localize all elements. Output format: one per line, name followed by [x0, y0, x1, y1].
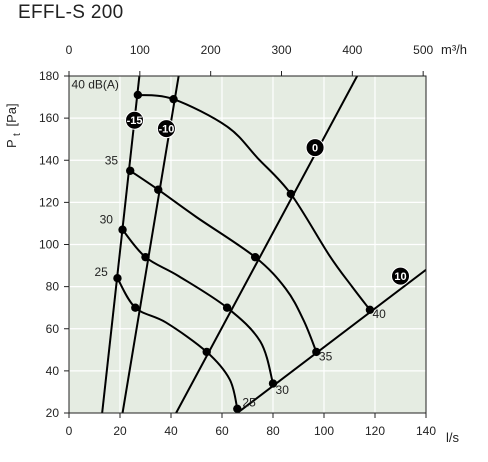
y-tick-label: 20 — [46, 406, 60, 420]
operating-point — [268, 379, 278, 388]
x2-tick-label: 300 — [271, 43, 291, 57]
x-tick-label: 0 — [66, 424, 73, 438]
curve-label: 35 — [105, 153, 119, 167]
y-tick-label: 140 — [39, 153, 59, 167]
y-tick-label: 80 — [46, 280, 60, 294]
x-tick-label: 20 — [113, 424, 127, 438]
system-marker-label: -10 — [158, 124, 174, 136]
operating-point — [202, 347, 211, 357]
y-tick-label: 120 — [39, 195, 59, 209]
curve-label: 40 — [372, 307, 386, 321]
operating-point — [131, 303, 140, 312]
x2-tick-label: 200 — [201, 43, 221, 57]
y-tick-label: 100 — [39, 238, 59, 252]
system-marker-label: 10 — [394, 271, 406, 283]
system-marker — [305, 138, 325, 158]
curve-label: 30 — [276, 383, 290, 397]
y-tick-label: 60 — [46, 322, 60, 336]
curve-label: 40 dB(A) — [72, 78, 119, 92]
x2-axis-ticks: 0 100 200 300 400 500 — [66, 43, 433, 76]
operating-point — [169, 94, 178, 104]
operating-point — [250, 252, 260, 262]
x2-tick-label: 0 — [66, 43, 73, 57]
y-axis-label: P t [Pa] — [4, 103, 23, 148]
operating-point — [222, 303, 232, 312]
system-marker-label: 0 — [312, 143, 318, 155]
curve-labels: 40 dB(A) 35 30 25 40 35 30 25 — [72, 78, 387, 410]
x-axis-label: l/s — [446, 430, 460, 445]
chart-title: EFFL-S 200 — [18, 2, 124, 23]
system-curve — [236, 268, 426, 413]
system-marker-label: -15 — [127, 115, 143, 127]
sound-curve — [137, 93, 371, 311]
x-tick-label: 140 — [416, 424, 436, 438]
curve-label: 25 — [95, 265, 109, 279]
x2-tick-label: 100 — [130, 43, 150, 57]
x2-tick-label: 500 — [413, 43, 433, 57]
x-tick-label: 60 — [215, 424, 229, 438]
operating-point — [233, 404, 242, 413]
operating-point — [141, 252, 150, 262]
y-axis-label-main: P — [4, 140, 19, 148]
operating-point — [154, 185, 163, 194]
operating-point — [118, 225, 127, 234]
operating-point — [365, 305, 375, 314]
operating-point — [113, 274, 122, 283]
operating-point — [133, 90, 143, 100]
curve-label: 25 — [242, 396, 256, 410]
x-tick-label: 40 — [164, 424, 178, 438]
operating-point — [286, 189, 296, 199]
x-tick-label: 120 — [365, 424, 385, 438]
y-tick-label: 160 — [39, 111, 59, 125]
y-tick-label: 40 — [46, 364, 60, 378]
curve-label: 30 — [100, 212, 114, 226]
operating-point — [126, 166, 135, 175]
x2-tick-label: 400 — [342, 43, 362, 57]
x-axis-ticks: 0 20 40 60 80 100 120 140 — [66, 413, 436, 438]
operating-points — [113, 90, 375, 413]
y-axis-ticks: 20 40 60 80 100 120 140 160 180 — [39, 69, 69, 420]
y-axis-label-sub: t — [12, 133, 23, 136]
system-curve — [101, 76, 141, 413]
operating-point — [312, 347, 321, 357]
system-marker — [391, 266, 410, 286]
system-markers: -15 -10 0 10 — [125, 110, 410, 286]
curve-label: 35 — [319, 349, 333, 363]
x-tick-label: 100 — [314, 424, 334, 438]
system-curve — [175, 76, 359, 413]
system-marker — [156, 119, 176, 139]
x-tick-label: 80 — [266, 424, 280, 438]
x2-axis-label: m³/h — [441, 42, 467, 57]
y-axis-label-unit: [Pa] — [4, 103, 19, 126]
y-tick-label: 180 — [39, 69, 59, 83]
system-marker — [125, 110, 145, 130]
